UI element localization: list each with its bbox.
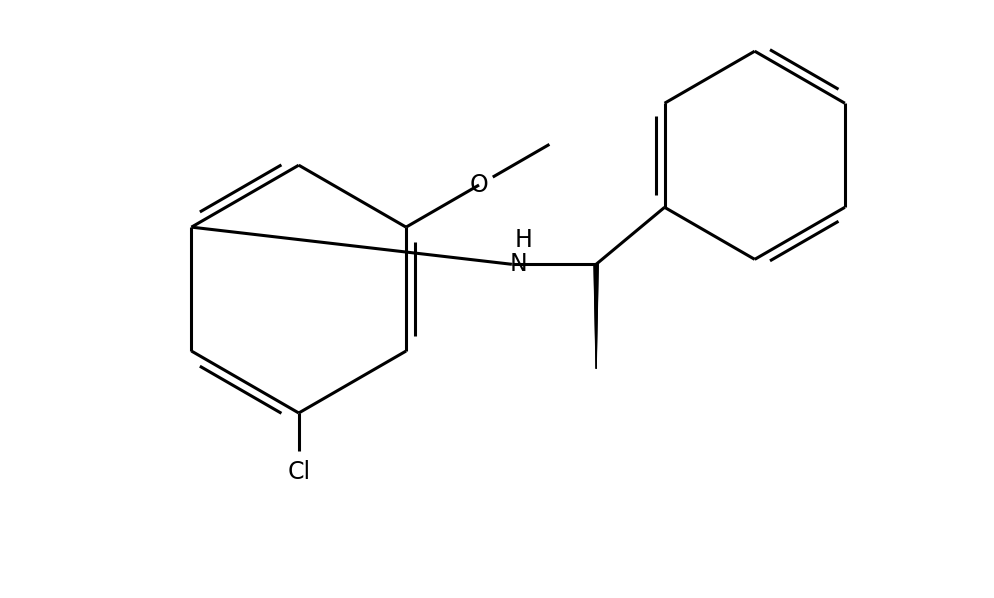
Text: O: O [469,173,488,197]
Polygon shape [594,264,598,368]
Text: N: N [510,252,528,276]
Text: H: H [515,227,533,252]
Text: Cl: Cl [287,460,310,484]
